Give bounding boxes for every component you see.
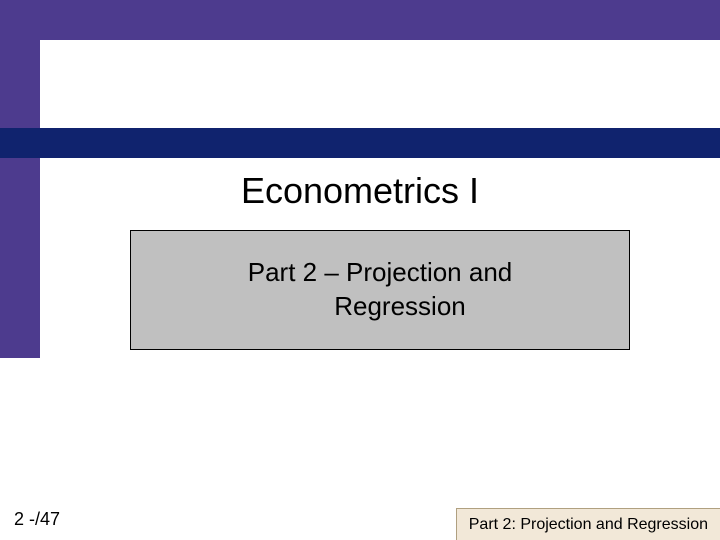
footer-part-label: Part 2: Projection and Regression (456, 508, 720, 540)
top-purple-band (0, 0, 720, 40)
subtitle-box: Part 2 – Projection and Regression (130, 230, 630, 350)
footer: 2 -/47 Part 2: Projection and Regression (0, 504, 720, 540)
page-number: 2 -/47 (14, 509, 60, 530)
left-white (0, 358, 40, 503)
top-white-band (0, 40, 720, 128)
left-purple-top (0, 0, 40, 128)
slide-title: Econometrics I (0, 170, 720, 212)
top-blue-band (0, 128, 720, 158)
left-blue (0, 128, 40, 158)
subtitle-line-1: Part 2 – Projection and (248, 256, 513, 290)
subtitle-line-2: Regression (294, 290, 466, 324)
